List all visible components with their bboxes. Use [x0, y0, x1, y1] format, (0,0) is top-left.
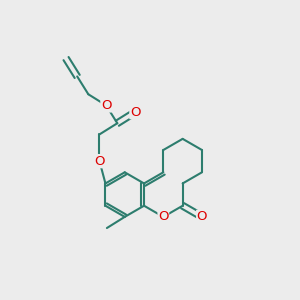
Text: O: O	[101, 99, 111, 112]
Text: O: O	[197, 210, 207, 224]
Text: O: O	[130, 106, 140, 118]
Text: O: O	[94, 154, 105, 168]
Text: O: O	[158, 210, 169, 224]
